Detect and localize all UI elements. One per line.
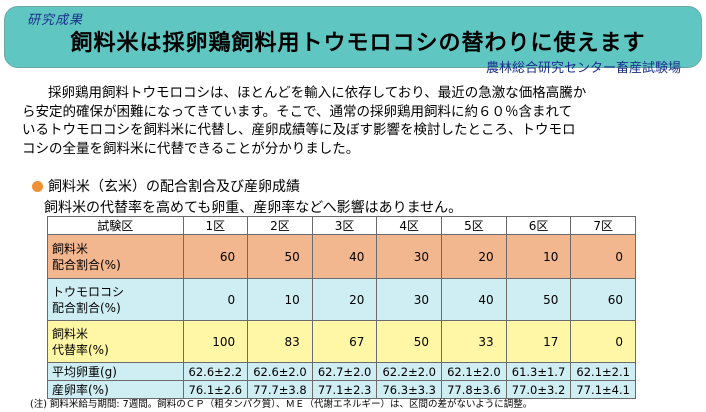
table-cell: 62.6±2.2	[182, 362, 249, 381]
row-label: 飼料米 配合割合(%)	[47, 234, 184, 279]
table-header-cell: 試験区	[47, 216, 184, 235]
table-cell: 77.0±3.2	[505, 380, 572, 399]
table-cell: 83	[247, 320, 313, 363]
table-cell: 10	[247, 278, 313, 321]
table-header-cell: 2区	[247, 216, 313, 235]
table-cell: 40	[441, 278, 507, 321]
section-heading-text: 飼料米（玄米）の配合割合及び産卵成績	[48, 179, 300, 195]
table-row-corn-ratio: トウモロコシ 配合割合(%) 0 10 20 30 40 50 60	[47, 278, 636, 321]
table-row-egg-weight: 平均卵重(g) 62.6±2.2 62.6±2.0 62.7±2.0 62.2±…	[47, 362, 636, 381]
table-cell: 76.1±2.6	[182, 380, 249, 399]
table-cell: 67	[311, 320, 378, 363]
table-cell: 40	[311, 234, 378, 279]
table-cell: 76.3±3.3	[376, 380, 443, 399]
table-cell: 62.1±2.0	[441, 362, 507, 381]
section-subheading: 飼料米の代替率を高めても卵重、産卵率などへ影響はありません。	[44, 200, 463, 216]
table-cell: 100	[182, 320, 249, 363]
research-result-tag: 研究成果	[27, 13, 84, 28]
table-cell: 77.1±4.1	[570, 380, 636, 399]
section-heading: 飼料米（玄米）の配合割合及び産卵成績	[32, 176, 300, 196]
table-cell: 20	[311, 278, 378, 321]
table-cell: 61.3±1.7	[505, 362, 572, 381]
bullet-dot-icon	[32, 180, 43, 192]
row-label: 平均卵重(g)	[47, 362, 184, 381]
organization-name: 農林総合研究センター畜産試験場	[485, 61, 681, 76]
table-header-cell: 5区	[441, 216, 507, 235]
table-cell: 62.1±2.1	[570, 362, 636, 381]
table-row-rice-ratio: 飼料米 配合割合(%) 60 50 40 30 20 10 0	[47, 234, 636, 279]
summary-line-1: 採卵鶏用飼料トウモロコシは、ほとんどを輸入に依存しており、最近の急激な価格高騰か	[48, 85, 587, 101]
table-row-laying-rate: 産卵率(%) 76.1±2.6 77.7±3.8 77.1±2.3 76.3±3…	[47, 380, 636, 399]
table-cell: 30	[376, 234, 443, 279]
table-cell: 77.7±3.8	[247, 380, 313, 399]
summary-line-4: コシの全量を飼料米に代替できることが分かりました。	[22, 140, 360, 157]
table-cell: 30	[376, 278, 443, 321]
results-table: 試験区 1区 2区 3区 4区 5区 6区 7区 飼料米 配合割合(%) 60 5…	[47, 216, 636, 399]
summary-line-2: ら安定的確保が困難になってきています。そこで、通常の採卵鶏用飼料に約６０％含まれ…	[22, 103, 573, 120]
summary-line-3: いるトウモロコシを飼料米に代替し、産卵成績等に及ぼす影響を検討したところ、トウモ…	[22, 122, 576, 138]
table-cell: 0	[570, 320, 636, 363]
table-header-cell: 7区	[570, 216, 636, 235]
table-cell: 50	[376, 320, 443, 363]
table-cell: 10	[505, 234, 572, 279]
table-header-row: 試験区 1区 2区 3区 4区 5区 6区 7区	[47, 216, 636, 235]
table-cell: 17	[505, 320, 572, 363]
table-cell: 77.1±2.3	[311, 380, 378, 399]
row-label: 飼料米 代替率(%)	[47, 320, 184, 363]
footnote: (注) 飼料米給与期間: 7週間。飼料のＣＰ（粗タンパク質）、ＭＥ（代謝エネルギ…	[30, 399, 533, 410]
table-cell: 0	[182, 278, 249, 321]
table-header-cell: 1区	[182, 216, 249, 235]
table-header-cell: 4区	[376, 216, 443, 235]
table-cell: 50	[247, 234, 313, 279]
table-cell: 50	[505, 278, 572, 321]
table-cell: 62.7±2.0	[311, 362, 378, 381]
page-title: 飼料米は採卵鶏飼料用トウモロコシの替わりに使えます	[70, 31, 646, 56]
table-cell: 33	[441, 320, 507, 363]
row-label: 産卵率(%)	[47, 380, 184, 399]
table-cell: 0	[570, 234, 636, 279]
table-cell: 60	[570, 278, 636, 321]
table-cell: 20	[441, 234, 507, 279]
table-cell: 62.6±2.0	[247, 362, 313, 381]
table-header-cell: 3区	[311, 216, 378, 235]
row-label: トウモロコシ 配合割合(%)	[47, 278, 184, 321]
table-row-substitution-rate: 飼料米 代替率(%) 100 83 67 50 33 17 0	[47, 320, 636, 363]
table-cell: 77.8±3.6	[441, 380, 507, 399]
title-banner: 研究成果 飼料米は採卵鶏飼料用トウモロコシの替わりに使えます 農林総合研究センタ…	[4, 6, 702, 76]
table-cell: 60	[182, 234, 249, 279]
summary-paragraph: 採卵鶏用飼料トウモロコシは、ほとんどを輸入に依存しており、最近の急激な価格高騰か…	[22, 84, 694, 158]
table-cell: 62.2±2.0	[376, 362, 443, 381]
table-header-cell: 6区	[505, 216, 572, 235]
